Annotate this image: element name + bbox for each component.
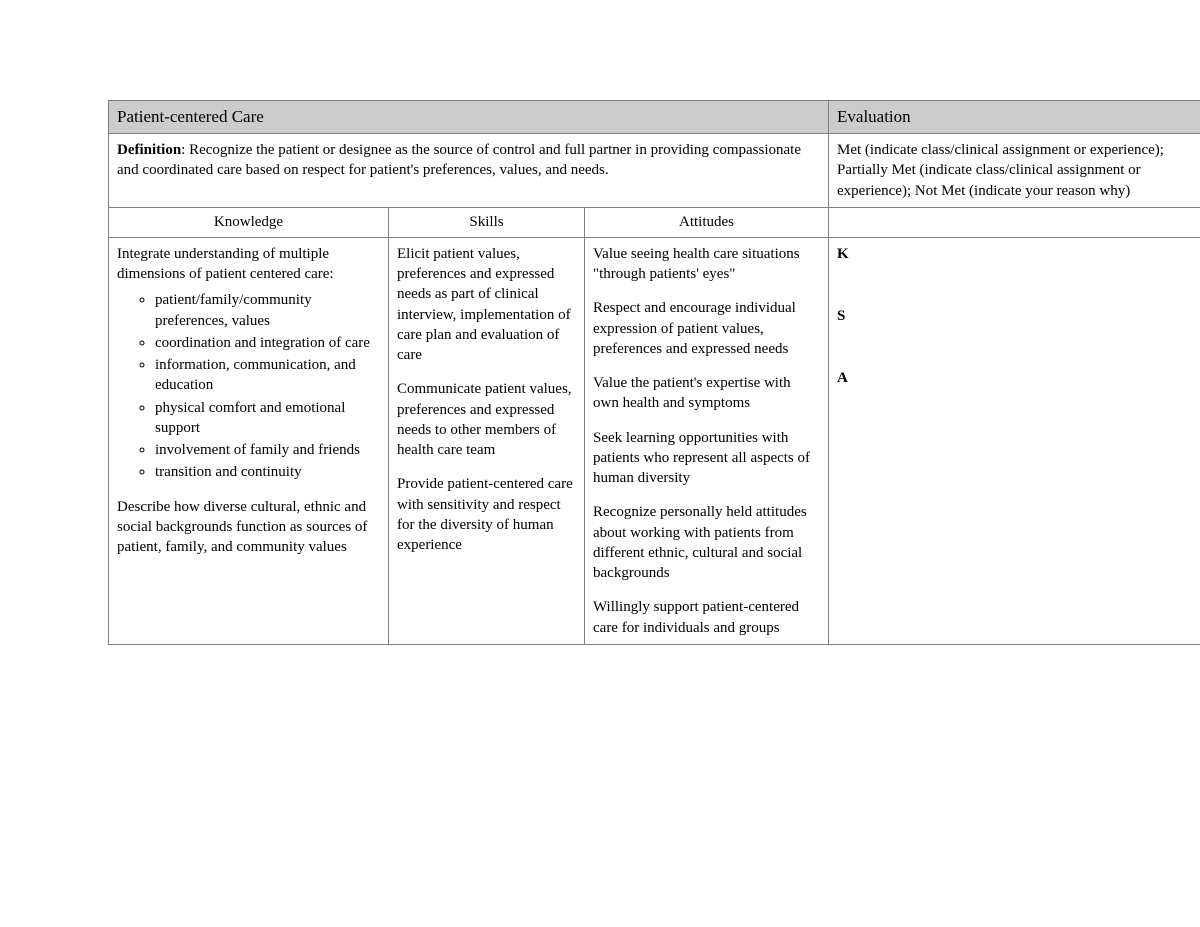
knowledge-bullet: patient/family/community preferences, va… [155,290,380,331]
attitudes-para: Seek learning opportunities with patient… [593,428,820,489]
attitudes-para: Recognize personally held attitudes abou… [593,502,820,583]
col-header-skills: Skills [389,207,585,237]
knowledge-bullet: information, communication, and educatio… [155,355,380,396]
skills-para: Elicit patient values, preferences and e… [397,244,576,366]
definition-row: Definition: Recognize the patient or des… [109,134,1200,208]
knowledge-bullet: involvement of family and friends [155,440,380,460]
knowledge-bullet: transition and continuity [155,462,380,482]
ksa-s: S [837,306,1194,326]
knowledge-cell: Integrate understanding of multiple dime… [109,237,389,644]
rubric-table: Patient-centered Care Evaluation Definit… [108,100,1200,645]
ksa-a: A [837,368,1194,388]
attitudes-para: Value the patient's expertise with own h… [593,373,820,414]
ksa-k: K [837,244,1194,264]
page-container: Patient-centered Care Evaluation Definit… [0,0,1200,645]
definition-text: : Recognize the patient or designee as t… [117,142,801,178]
attitudes-para: Willingly support patient-centered care … [593,597,820,638]
attitudes-para: Value seeing health care situations "thr… [593,244,820,285]
knowledge-outro: Describe how diverse cultural, ethnic an… [117,497,380,558]
attitudes-para: Respect and encourage individual express… [593,298,820,359]
column-header-row: Knowledge Skills Attitudes [109,207,1200,237]
evaluation-header-cell: Evaluation [829,101,1200,134]
col-header-blank [829,207,1200,237]
knowledge-bullet: coordination and integration of care [155,333,380,353]
knowledge-intro: Integrate understanding of multiple dime… [117,244,380,285]
skills-para: Communicate patient values, preferences … [397,379,576,460]
knowledge-bullet: physical comfort and emotional support [155,398,380,439]
col-header-attitudes: Attitudes [585,207,829,237]
evaluation-instructions-cell: Met (indicate class/clinical assignment … [829,134,1200,208]
ksa-cell: K S A [829,237,1200,644]
col-header-knowledge: Knowledge [109,207,389,237]
content-row: Integrate understanding of multiple dime… [109,237,1200,644]
title-cell: Patient-centered Care [109,101,829,134]
knowledge-bullet-list: patient/family/community preferences, va… [117,290,380,482]
definition-cell: Definition: Recognize the patient or des… [109,134,829,208]
skills-cell: Elicit patient values, preferences and e… [389,237,585,644]
attitudes-cell: Value seeing health care situations "thr… [585,237,829,644]
skills-para: Provide patient-centered care with sensi… [397,474,576,555]
header-row: Patient-centered Care Evaluation [109,101,1200,134]
definition-label: Definition [117,142,181,158]
